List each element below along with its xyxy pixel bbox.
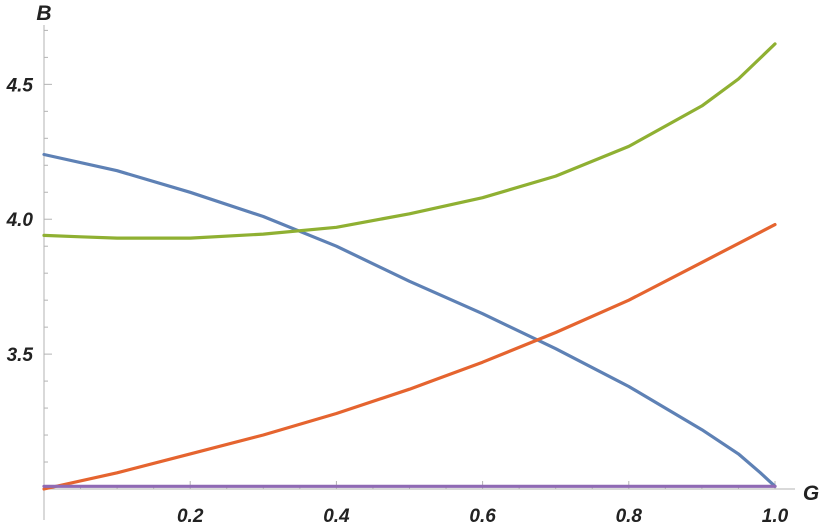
y-tick-label: 3.5 (7, 345, 34, 366)
y-tick-label: 4.5 (6, 75, 34, 96)
series-line-2 (42, 223, 777, 491)
ticks (44, 29, 776, 489)
axes (43, 25, 795, 520)
y-axis-label: B (36, 2, 51, 25)
x-tick-label: 0.4 (323, 506, 350, 527)
y-tick-label: 4.0 (6, 210, 34, 231)
x-tick-label: 0.8 (616, 506, 643, 527)
x-tick-label: 0.6 (469, 506, 496, 527)
x-axis-label: G (803, 482, 819, 505)
series-group (42, 42, 777, 491)
x-tick-label: 0.2 (177, 506, 204, 527)
series-line-1 (42, 152, 777, 488)
x-tick-label: 1.0 (762, 506, 789, 527)
series-line-3 (42, 42, 777, 240)
tick-labels: 0.2 0.4 0.6 0.8 1.0 3.5 4.0 4.5 (6, 75, 789, 527)
